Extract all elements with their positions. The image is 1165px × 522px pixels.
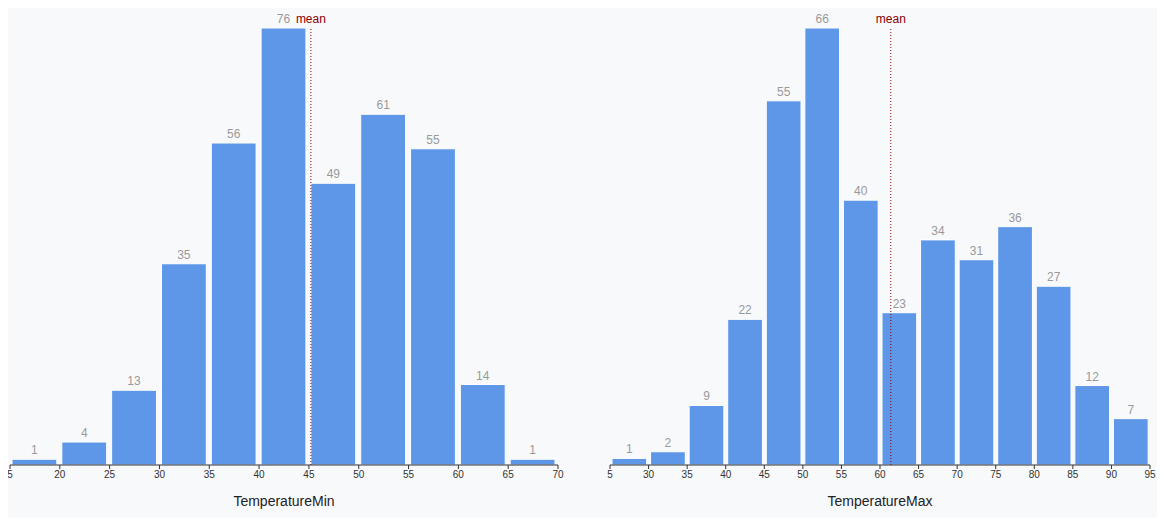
svg-text:2: 2	[665, 436, 672, 450]
svg-text:65: 65	[503, 469, 515, 480]
svg-text:9: 9	[703, 389, 710, 403]
svg-text:23: 23	[893, 297, 907, 311]
svg-text:1: 1	[626, 442, 633, 456]
svg-text:85: 85	[1067, 469, 1079, 480]
svg-text:40: 40	[720, 469, 732, 480]
svg-text:60: 60	[874, 469, 886, 480]
svg-text:50: 50	[353, 469, 365, 480]
svg-text:5: 5	[8, 469, 13, 480]
svg-text:55: 55	[403, 469, 415, 480]
svg-text:4: 4	[81, 426, 88, 440]
svg-text:50: 50	[797, 469, 809, 480]
svg-text:1: 1	[31, 443, 38, 457]
svg-text:55: 55	[777, 85, 791, 99]
svg-text:35: 35	[177, 248, 191, 262]
svg-text:55: 55	[836, 469, 848, 480]
svg-text:31: 31	[970, 244, 984, 258]
svg-text:80: 80	[1029, 469, 1041, 480]
svg-text:30: 30	[643, 469, 655, 480]
svg-text:13: 13	[127, 374, 141, 388]
svg-text:mean: mean	[296, 12, 326, 26]
svg-text:95: 95	[1144, 469, 1156, 480]
svg-text:27: 27	[1047, 270, 1061, 284]
svg-text:49: 49	[327, 167, 341, 181]
svg-text:45: 45	[303, 469, 315, 480]
svg-text:TemperatureMax: TemperatureMax	[827, 493, 932, 509]
svg-text:45: 45	[759, 469, 771, 480]
svg-text:55: 55	[426, 133, 440, 147]
svg-text:75: 75	[990, 469, 1002, 480]
svg-text:35: 35	[204, 469, 216, 480]
svg-text:66: 66	[816, 12, 830, 26]
svg-text:35: 35	[682, 469, 694, 480]
svg-text:mean: mean	[876, 12, 906, 26]
svg-text:25: 25	[104, 469, 116, 480]
svg-text:7: 7	[1127, 403, 1134, 417]
svg-text:34: 34	[931, 224, 945, 238]
svg-text:70: 70	[552, 469, 564, 480]
svg-text:20: 20	[54, 469, 66, 480]
svg-text:30: 30	[154, 469, 166, 480]
svg-text:76: 76	[277, 12, 291, 26]
svg-text:36: 36	[1008, 211, 1022, 225]
svg-text:TemperatureMin: TemperatureMin	[233, 493, 334, 509]
svg-text:56: 56	[227, 127, 241, 141]
svg-text:70: 70	[952, 469, 964, 480]
svg-text:22: 22	[738, 303, 752, 317]
svg-text:90: 90	[1106, 469, 1118, 480]
svg-text:12: 12	[1086, 370, 1100, 384]
svg-text:60: 60	[453, 469, 465, 480]
svg-text:5: 5	[607, 469, 613, 480]
svg-text:65: 65	[913, 469, 925, 480]
svg-text:40: 40	[854, 184, 868, 198]
svg-text:14: 14	[476, 369, 490, 383]
svg-text:1: 1	[529, 443, 536, 457]
svg-text:40: 40	[254, 469, 266, 480]
svg-text:61: 61	[376, 98, 390, 112]
